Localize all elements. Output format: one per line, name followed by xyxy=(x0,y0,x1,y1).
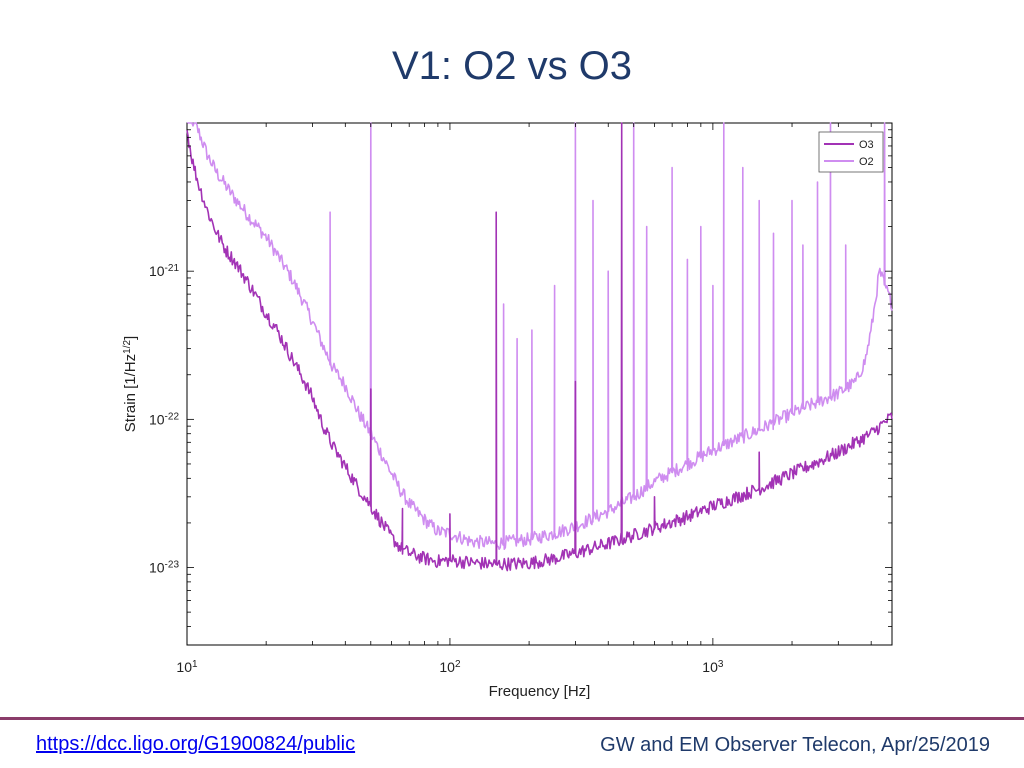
y-axis-label-main: Strain [1/Hz xyxy=(122,354,139,432)
x-tick-label: 101 xyxy=(176,659,198,676)
footer-note: GW and EM Observer Telecon, Apr/25/2019 xyxy=(600,734,990,756)
legend-box xyxy=(818,131,884,173)
footer-divider xyxy=(0,717,1024,720)
y-axis-label: Strain [1/Hz1/2] xyxy=(122,336,140,432)
series-line-o2 xyxy=(187,122,893,550)
footer-link[interactable]: https://dcc.ligo.org/G1900824/public xyxy=(36,733,356,755)
legend-label-o2: O2 xyxy=(859,156,874,168)
x-axis-label: Frequency [Hz] xyxy=(489,683,591,700)
y-axis-label-close: ] xyxy=(122,336,139,340)
series-line-o3 xyxy=(186,122,893,572)
y-axis-label-superscript: 1/2 xyxy=(122,340,133,354)
slide-title: V1: O2 vs O3 xyxy=(391,44,633,88)
x-tick-label: 103 xyxy=(702,659,724,676)
y-tick-label: 10-23 xyxy=(149,559,179,576)
y-tick-label: 10-21 xyxy=(149,263,179,280)
tick-layer: 101 102 103 10-21 10-22 10-23 xyxy=(149,123,892,675)
legend-label-o3: O3 xyxy=(859,139,874,151)
x-tick-label: 102 xyxy=(439,659,461,676)
y-tick-label: 10-22 xyxy=(149,411,179,428)
series-layer xyxy=(186,122,893,572)
